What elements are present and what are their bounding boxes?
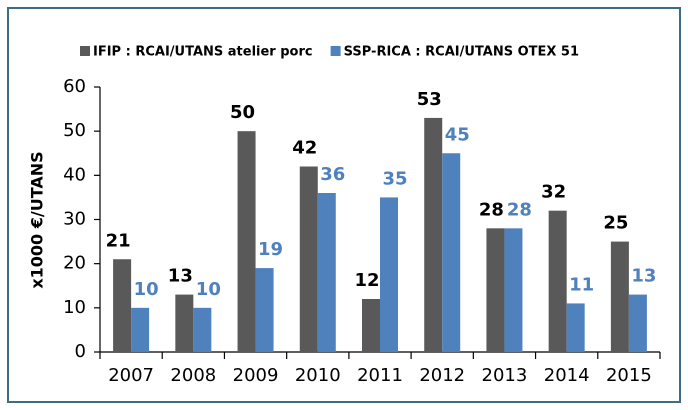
x-tick-label: 2013 <box>482 365 528 386</box>
x-tick-label: 2007 <box>108 365 154 386</box>
data-label: 12 <box>354 270 379 291</box>
bar <box>131 307 150 352</box>
data-label: 28 <box>507 199 532 220</box>
data-label: 53 <box>417 89 442 110</box>
data-label: 35 <box>382 168 407 189</box>
bar <box>628 294 647 352</box>
bar <box>193 307 212 352</box>
bar <box>504 228 523 352</box>
x-tick-label: 2008 <box>170 365 216 386</box>
bar <box>566 303 585 352</box>
y-tick-label: 40 <box>63 164 86 185</box>
data-label: 42 <box>292 138 317 159</box>
bar <box>299 166 318 352</box>
data-label: 28 <box>479 199 504 220</box>
data-label: 10 <box>134 279 159 300</box>
y-tick-label: 0 <box>75 341 86 362</box>
y-tick-label: 10 <box>63 297 86 318</box>
x-tick-label: 2014 <box>544 365 590 386</box>
x-tick-label: 2012 <box>419 365 465 386</box>
bar <box>424 117 443 353</box>
data-label: 13 <box>631 266 656 287</box>
bar <box>237 131 256 352</box>
data-label: 32 <box>541 182 566 203</box>
data-label: 10 <box>196 279 221 300</box>
legend-swatch <box>330 46 341 56</box>
bar <box>175 294 194 352</box>
bar <box>255 268 274 352</box>
y-tick-label: 50 <box>63 120 86 141</box>
data-label: 13 <box>168 266 193 287</box>
x-tick-label: 2010 <box>295 365 341 386</box>
bar <box>486 228 505 352</box>
bar <box>113 259 132 352</box>
data-label: 36 <box>320 164 345 185</box>
bar <box>442 153 461 352</box>
legend-label: SSP-RICA : RCAI/UTANS OTEX 51 <box>344 45 579 60</box>
data-label: 25 <box>603 213 628 234</box>
data-label: 45 <box>445 124 470 145</box>
bar <box>610 241 629 352</box>
bar <box>548 210 567 352</box>
x-tick-label: 2009 <box>233 365 279 386</box>
y-tick-label: 30 <box>63 209 86 230</box>
bar <box>362 299 380 352</box>
data-label: 21 <box>106 230 131 251</box>
data-label: 19 <box>258 239 283 260</box>
legend-swatch <box>80 46 90 56</box>
bar <box>317 193 336 352</box>
data-label: 11 <box>569 274 594 295</box>
legend-label: IFIP : RCAI/UTANS atelier porc <box>93 45 313 60</box>
y-tick-label: 20 <box>63 253 86 274</box>
y-axis-label: x1000 €/UTANS <box>28 151 47 288</box>
x-tick-label: 2011 <box>357 365 403 386</box>
bar <box>380 197 398 352</box>
x-tick-label: 2015 <box>606 365 652 386</box>
y-tick-label: 60 <box>63 76 86 97</box>
data-label: 50 <box>230 102 255 123</box>
